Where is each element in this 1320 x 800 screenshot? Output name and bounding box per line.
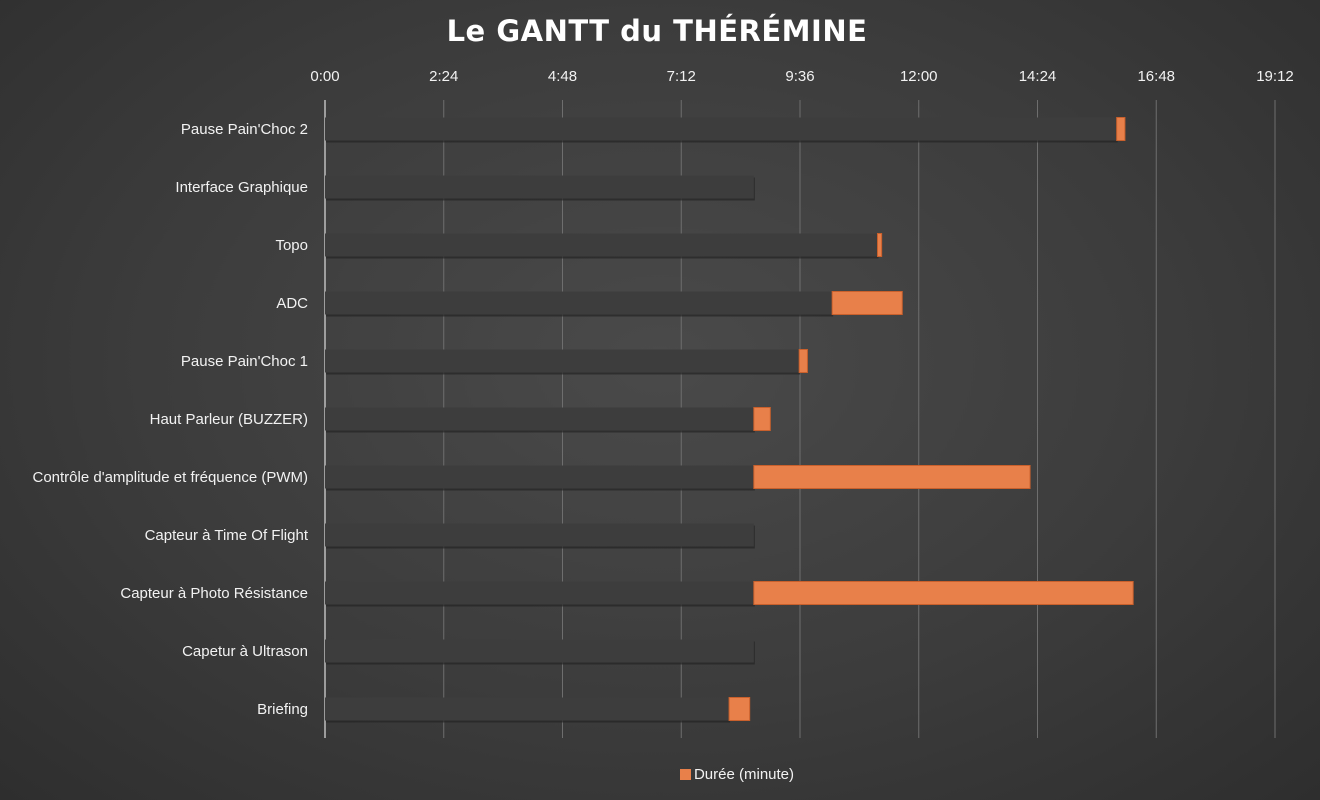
duration-bar [753,407,771,431]
start-bar [325,349,800,373]
category-label: Capetur à Ultrason [182,643,308,660]
x-tick-label: 19:12 [1256,68,1294,85]
start-bar [325,117,1117,141]
category-label: Briefing [257,701,308,718]
category-label: Interface Graphique [175,179,308,196]
start-bar [325,639,754,663]
start-bar [325,407,754,431]
x-tick-label: 16:48 [1137,68,1175,85]
category-label: Contrôle d'amplitude et fréquence (PWM) [33,469,309,486]
duration-bar [1116,117,1126,141]
category-label: Haut Parleur (BUZZER) [150,411,308,428]
category-label: Topo [275,237,308,254]
legend-label: Durée (minute) [693,766,795,783]
duration-bar [798,349,808,373]
start-bar [325,291,833,315]
x-tick-label: 4:48 [548,68,577,85]
start-bar [325,523,754,547]
start-bar [325,465,754,489]
duration-bar [831,291,903,315]
category-label: Pause Pain'Choc 1 [181,353,308,370]
category-label: Pause Pain'Choc 2 [181,121,308,138]
category-label: Capteur à Photo Résistance [120,585,308,602]
x-tick-label: 12:00 [900,68,938,85]
x-tick-label: 0:00 [310,68,339,85]
start-bar [325,581,754,605]
start-bar [325,175,754,199]
legend-swatch [679,769,691,780]
duration-bar [753,465,1031,489]
x-tick-label: 7:12 [667,68,696,85]
start-bar [325,697,730,721]
duration-bar [728,697,751,721]
x-tick-label: 9:36 [785,68,814,85]
duration-bar [753,581,1134,605]
start-bar [325,233,878,257]
duration-bar [877,233,883,257]
category-label: Capteur à Time Of Flight [145,527,309,544]
category-label: ADC [276,295,308,312]
x-tick-label: 14:24 [1019,68,1057,85]
x-tick-label: 2:24 [429,68,458,85]
chart-title: Le GANTT du THÉRÉMINE [446,14,868,48]
chart-legend: Durée (minute) [0,766,1320,783]
